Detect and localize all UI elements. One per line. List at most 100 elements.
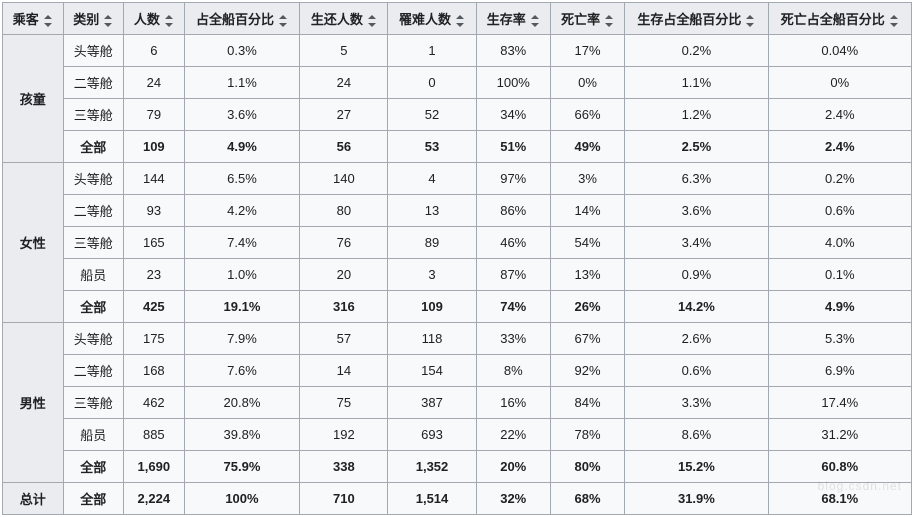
cell-pct: 6.5% (184, 163, 300, 195)
column-label: 死亡率 (561, 12, 600, 27)
cell-count: 93 (124, 195, 185, 227)
cell-pct: 0.3% (184, 35, 300, 67)
cell-dpct: 6.9% (768, 355, 911, 387)
table-row: 船员88539.8%19269322%78%8.6%31.2% (3, 419, 912, 451)
cell-pct: 3.6% (184, 99, 300, 131)
cell-dpct: 4.9% (768, 291, 911, 323)
cell-cat: 船员 (63, 419, 124, 451)
column-label: 生还人数 (311, 12, 363, 27)
cell-srate: 87% (476, 259, 550, 291)
cell-drate: 54% (550, 227, 624, 259)
column-header-0[interactable]: 乘客 (3, 3, 64, 35)
cell-srate: 46% (476, 227, 550, 259)
cell-srate: 16% (476, 387, 550, 419)
table-row: 三等舱46220.8%7538716%84%3.3%17.4% (3, 387, 912, 419)
column-label: 生存率 (487, 12, 526, 27)
column-header-1[interactable]: 类别 (63, 3, 124, 35)
column-header-9[interactable]: 死亡占全船百分比 (768, 3, 911, 35)
column-label: 生存占全船百分比 (637, 12, 741, 27)
column-header-2[interactable]: 人数 (124, 3, 185, 35)
sort-icon (745, 15, 755, 27)
cell-count: 23 (124, 259, 185, 291)
table-header-row: 乘客 类别人数 占全船百分比生还人数 罹难人数生存率 死亡率 生存占全船百分比 死亡占全船百… (3, 3, 912, 35)
sort-icon (455, 15, 465, 27)
cell-drate: 3% (550, 163, 624, 195)
cell-count: 168 (124, 355, 185, 387)
cell-dpct: 5.3% (768, 323, 911, 355)
cell-dead: 109 (388, 291, 476, 323)
cell-drate: 49% (550, 131, 624, 163)
sort-icon (604, 15, 614, 27)
cell-surv: 14 (300, 355, 388, 387)
table-row: 男性头等舱1757.9%5711833%67%2.6%5.3% (3, 323, 912, 355)
table-body: 孩童头等舱60.3%5183%17%0.2%0.04%二等舱241.1%2401… (3, 35, 912, 515)
column-header-4[interactable]: 生还人数 (300, 3, 388, 35)
sort-icon (278, 15, 288, 27)
group-label: 孩童 (3, 35, 64, 163)
cell-spct: 2.5% (625, 131, 768, 163)
cell-cat: 三等舱 (63, 99, 124, 131)
column-header-8[interactable]: 生存占全船百分比 (625, 3, 768, 35)
cell-pct: 4.9% (184, 131, 300, 163)
table-row: 全部42519.1%31610974%26%14.2%4.9% (3, 291, 912, 323)
cell-spct: 31.9% (625, 483, 768, 515)
cell-dead: 89 (388, 227, 476, 259)
cell-cat: 二等舱 (63, 195, 124, 227)
cell-drate: 13% (550, 259, 624, 291)
cell-count: 109 (124, 131, 185, 163)
cell-srate: 51% (476, 131, 550, 163)
column-header-5[interactable]: 罹难人数 (388, 3, 476, 35)
cell-dead: 1,352 (388, 451, 476, 483)
cell-drate: 14% (550, 195, 624, 227)
column-header-6[interactable]: 生存率 (476, 3, 550, 35)
cell-count: 24 (124, 67, 185, 99)
table-row: 船员231.0%20387%13%0.9%0.1% (3, 259, 912, 291)
cell-cat: 全部 (63, 131, 124, 163)
cell-dead: 118 (388, 323, 476, 355)
cell-drate: 84% (550, 387, 624, 419)
column-header-3[interactable]: 占全船百分比 (184, 3, 300, 35)
cell-drate: 80% (550, 451, 624, 483)
group-label: 男性 (3, 323, 64, 483)
sort-icon (43, 15, 53, 27)
passenger-stats-table: 乘客 类别人数 占全船百分比生还人数 罹难人数生存率 死亡率 生存占全船百分比 死亡占全船百… (2, 2, 912, 515)
cell-pct: 1.0% (184, 259, 300, 291)
cell-surv: 5 (300, 35, 388, 67)
table-row: 三等舱793.6%275234%66%1.2%2.4% (3, 99, 912, 131)
sort-icon (367, 15, 377, 27)
cell-spct: 8.6% (625, 419, 768, 451)
cell-dead: 13 (388, 195, 476, 227)
cell-spct: 3.4% (625, 227, 768, 259)
cell-srate: 20% (476, 451, 550, 483)
total-label: 总计 (3, 483, 64, 515)
cell-dpct: 68.1% (768, 483, 911, 515)
column-header-7[interactable]: 死亡率 (550, 3, 624, 35)
sort-icon (530, 15, 540, 27)
cell-cat: 三等舱 (63, 227, 124, 259)
sort-icon (164, 15, 174, 27)
cell-drate: 92% (550, 355, 624, 387)
column-label: 人数 (134, 12, 160, 27)
cell-dpct: 2.4% (768, 131, 911, 163)
cell-srate: 33% (476, 323, 550, 355)
cell-count: 885 (124, 419, 185, 451)
cell-surv: 316 (300, 291, 388, 323)
cell-pct: 100% (184, 483, 300, 515)
cell-drate: 67% (550, 323, 624, 355)
cell-dead: 3 (388, 259, 476, 291)
cell-dpct: 0.6% (768, 195, 911, 227)
cell-count: 6 (124, 35, 185, 67)
cell-spct: 3.3% (625, 387, 768, 419)
cell-spct: 1.2% (625, 99, 768, 131)
cell-dpct: 60.8% (768, 451, 911, 483)
table-row: 全部1094.9%565351%49%2.5%2.4% (3, 131, 912, 163)
cell-drate: 78% (550, 419, 624, 451)
table-row: 二等舱1687.6%141548%92%0.6%6.9% (3, 355, 912, 387)
table-row: 全部1,69075.9%3381,35220%80%15.2%60.8% (3, 451, 912, 483)
cell-count: 175 (124, 323, 185, 355)
cell-surv: 56 (300, 131, 388, 163)
group-label: 女性 (3, 163, 64, 323)
cell-spct: 3.6% (625, 195, 768, 227)
column-label: 乘客 (13, 12, 39, 27)
cell-pct: 7.4% (184, 227, 300, 259)
